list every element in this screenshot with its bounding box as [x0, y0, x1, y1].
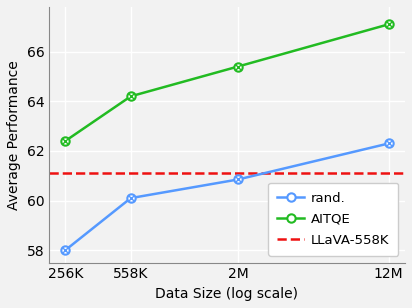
rand. [128, 196, 133, 200]
Legend: rand., AITQE, LLaVA-558K: rand., AITQE, LLaVA-558K [268, 183, 398, 256]
AITQE [128, 95, 133, 98]
rand. [63, 248, 68, 252]
Line: AITQE: AITQE [61, 20, 393, 145]
AITQE [386, 22, 391, 26]
X-axis label: Data Size (log scale): Data Size (log scale) [155, 287, 298, 301]
AITQE [236, 65, 241, 68]
rand. [386, 142, 391, 145]
rand. [236, 178, 241, 181]
AITQE [63, 139, 68, 143]
Y-axis label: Average Performance: Average Performance [7, 60, 21, 210]
Line: rand.: rand. [61, 139, 393, 254]
